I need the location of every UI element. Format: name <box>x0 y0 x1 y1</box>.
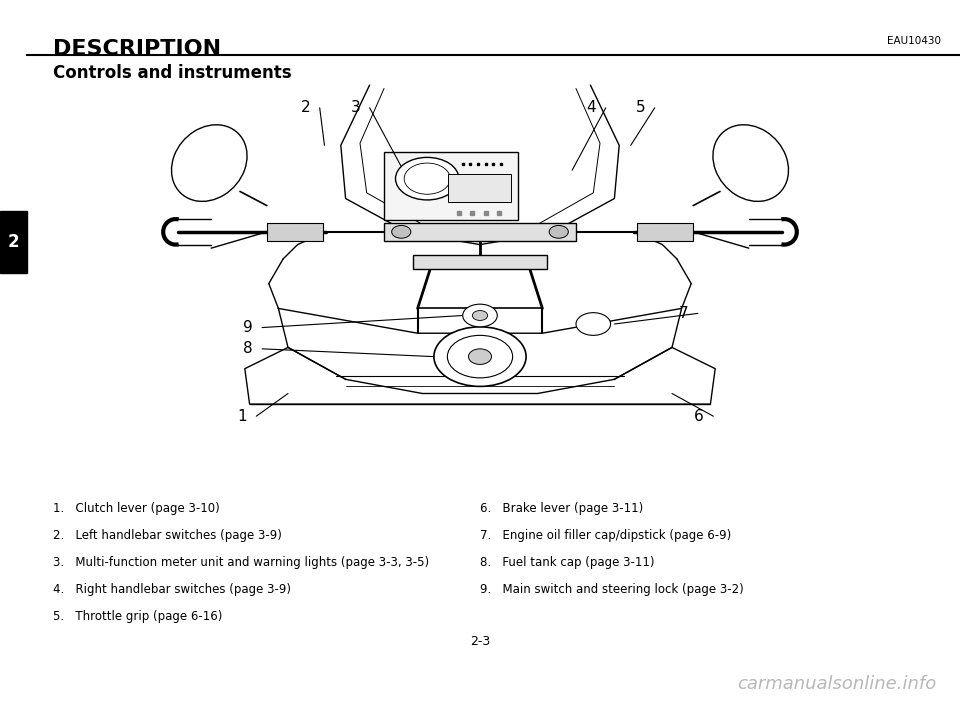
Text: 6.   Brake lever (page 3-11): 6. Brake lever (page 3-11) <box>480 502 643 515</box>
FancyBboxPatch shape <box>637 223 693 241</box>
Text: 1: 1 <box>237 408 247 424</box>
Text: Controls and instruments: Controls and instruments <box>53 64 292 82</box>
Ellipse shape <box>392 225 411 238</box>
Text: 7.   Engine oil filler cap/dipstick (page 6-9): 7. Engine oil filler cap/dipstick (page … <box>480 529 732 542</box>
Text: EAU10430: EAU10430 <box>887 36 941 46</box>
Ellipse shape <box>447 335 513 378</box>
FancyBboxPatch shape <box>267 223 323 241</box>
Ellipse shape <box>472 311 488 320</box>
Text: 2: 2 <box>300 100 310 116</box>
Ellipse shape <box>468 349 492 364</box>
Text: carmanualsonline.info: carmanualsonline.info <box>736 676 936 693</box>
Ellipse shape <box>404 163 450 194</box>
Text: 8.   Fuel tank cap (page 3-11): 8. Fuel tank cap (page 3-11) <box>480 556 655 569</box>
FancyBboxPatch shape <box>413 255 547 269</box>
Text: 4.   Right handlebar switches (page 3-9): 4. Right handlebar switches (page 3-9) <box>53 583 291 596</box>
Ellipse shape <box>463 304 497 327</box>
Ellipse shape <box>576 313 611 335</box>
Text: 3.   Multi-function meter unit and warning lights (page 3-3, 3-5): 3. Multi-function meter unit and warning… <box>53 556 429 569</box>
Text: 6: 6 <box>694 408 704 424</box>
Text: 2-3: 2-3 <box>469 635 491 648</box>
Text: 3: 3 <box>350 100 360 116</box>
FancyBboxPatch shape <box>448 174 511 202</box>
FancyBboxPatch shape <box>0 211 27 273</box>
Text: DESCRIPTION: DESCRIPTION <box>53 39 221 59</box>
Ellipse shape <box>549 225 568 238</box>
Text: 2.   Left handlebar switches (page 3-9): 2. Left handlebar switches (page 3-9) <box>53 529 281 542</box>
Text: 9.   Main switch and steering lock (page 3-2): 9. Main switch and steering lock (page 3… <box>480 583 744 596</box>
FancyBboxPatch shape <box>384 152 518 220</box>
Text: 8: 8 <box>243 341 252 357</box>
Ellipse shape <box>434 327 526 386</box>
Ellipse shape <box>396 157 459 200</box>
Text: 1.   Clutch lever (page 3-10): 1. Clutch lever (page 3-10) <box>53 502 220 515</box>
Text: 5: 5 <box>636 100 645 116</box>
Text: 7: 7 <box>679 306 688 321</box>
Text: 4: 4 <box>587 100 596 116</box>
FancyBboxPatch shape <box>384 223 576 241</box>
Text: 2: 2 <box>8 233 19 251</box>
Text: 9: 9 <box>243 320 252 335</box>
Text: 5.   Throttle grip (page 6-16): 5. Throttle grip (page 6-16) <box>53 610 222 623</box>
Ellipse shape <box>713 125 788 201</box>
Ellipse shape <box>172 125 247 201</box>
